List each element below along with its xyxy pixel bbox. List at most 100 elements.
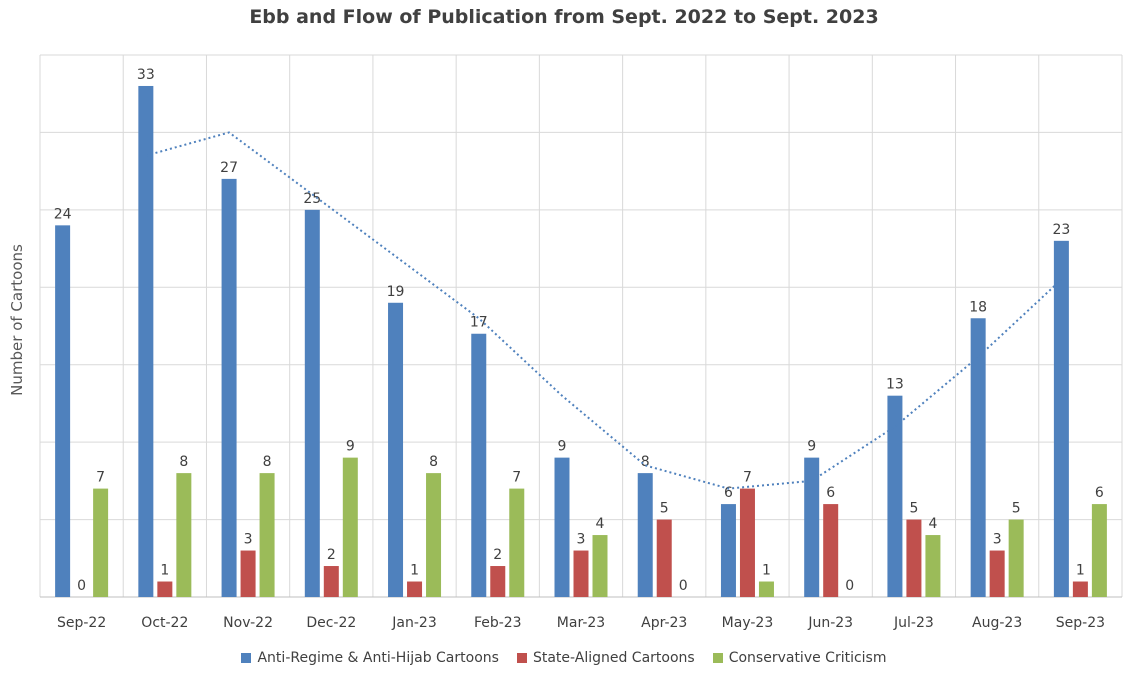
x-tick-label: Apr-23: [641, 615, 687, 631]
bar: [342, 457, 358, 597]
data-label: 7: [743, 470, 752, 486]
data-label: 4: [928, 516, 937, 532]
x-tick-label: Jul-23: [893, 615, 934, 631]
legend-item: Conservative Criticism: [712, 650, 887, 666]
data-label: 9: [807, 439, 816, 455]
bar: [554, 457, 570, 597]
bar: [1008, 519, 1024, 597]
bar: [970, 318, 986, 597]
data-label: 2: [327, 547, 336, 563]
data-label: 3: [577, 532, 586, 548]
legend-swatch: [241, 653, 252, 663]
x-tick-label: Feb-23: [474, 615, 522, 631]
bar: [176, 473, 192, 597]
bar: [758, 581, 774, 597]
bar: [509, 488, 525, 597]
data-label: 6: [826, 485, 835, 501]
x-tick-label: May-23: [722, 615, 774, 631]
data-label: 1: [762, 563, 771, 579]
x-tick-label: Mar-23: [557, 615, 605, 631]
bar: [804, 457, 820, 597]
data-label: 0: [679, 578, 688, 594]
x-tick-label: Oct-22: [141, 615, 188, 631]
data-label: 18: [969, 299, 987, 315]
data-label: 3: [993, 532, 1002, 548]
bar: [426, 473, 442, 597]
bar: [637, 473, 653, 597]
x-tick-label: Jun-23: [807, 615, 853, 631]
bar: [55, 225, 71, 598]
bar: [592, 535, 608, 597]
bar: [1053, 240, 1069, 598]
legend: Anti-Regime & Anti-Hijab Cartoons State-A…: [0, 650, 1128, 666]
x-tick-label: Jan-23: [391, 615, 436, 631]
data-label: 0: [845, 578, 854, 594]
bar: [1072, 581, 1088, 597]
data-label: 6: [1095, 485, 1104, 501]
data-label: 23: [1052, 222, 1070, 238]
legend-swatch: [516, 653, 527, 663]
bar: [93, 488, 109, 597]
x-tick-label: Sep-22: [57, 615, 106, 631]
data-label: 3: [244, 532, 253, 548]
data-label: 1: [1076, 563, 1085, 579]
bar: [323, 566, 339, 597]
data-label: 1: [160, 563, 169, 579]
data-label: 24: [54, 206, 72, 222]
data-label: 5: [660, 501, 669, 517]
data-label: 8: [641, 454, 650, 470]
legend-label: State-Aligned Cartoons: [532, 650, 695, 666]
legend-item: Anti-Regime & Anti-Hijab Cartoons: [241, 650, 499, 666]
bar: [490, 566, 506, 597]
data-label: 2: [493, 547, 502, 563]
data-label: 7: [96, 470, 105, 486]
data-label: 5: [909, 501, 918, 517]
data-label: 19: [387, 284, 405, 300]
bar: [388, 302, 404, 597]
bar: [157, 581, 173, 597]
bar: [259, 473, 275, 597]
x-tick-label: Dec-22: [306, 615, 356, 631]
data-label: 9: [346, 439, 355, 455]
data-label: 17: [470, 315, 488, 331]
legend-swatch: [712, 653, 723, 663]
bar: [720, 504, 736, 597]
data-label: 4: [596, 516, 605, 532]
bar: [407, 581, 423, 597]
chart-title: Ebb and Flow of Publication from Sept. 2…: [249, 6, 879, 28]
data-label: 33: [137, 67, 155, 83]
x-tick-label: Aug-23: [972, 615, 1022, 631]
bar: [739, 488, 755, 597]
data-label: 13: [886, 377, 904, 393]
bar: [573, 550, 589, 597]
bar: [471, 333, 487, 597]
x-tick-label: Nov-22: [223, 615, 273, 631]
legend-item: State-Aligned Cartoons: [516, 650, 695, 666]
bar: [906, 519, 922, 597]
data-label: 1: [410, 563, 419, 579]
bar: [304, 209, 320, 597]
legend-label: Conservative Criticism: [728, 650, 887, 666]
data-label: 9: [558, 439, 567, 455]
legend-label: Anti-Regime & Anti-Hijab Cartoons: [257, 650, 499, 666]
bar: [240, 550, 256, 597]
x-tick-label: Sep-23: [1056, 615, 1105, 631]
data-label: 8: [429, 454, 438, 470]
data-label: 6: [724, 485, 733, 501]
data-label: 27: [220, 160, 238, 176]
data-label: 8: [179, 454, 188, 470]
bar: [989, 550, 1005, 597]
bar: [887, 395, 903, 597]
bar: [823, 504, 839, 597]
bar: [925, 535, 941, 597]
data-label: 8: [263, 454, 272, 470]
bar: [221, 178, 237, 597]
data-label: 0: [77, 578, 86, 594]
data-label: 7: [512, 470, 521, 486]
data-label: 5: [1012, 501, 1021, 517]
data-label: 25: [303, 191, 321, 207]
trendline: [145, 131, 1063, 490]
bar: [1091, 504, 1107, 597]
